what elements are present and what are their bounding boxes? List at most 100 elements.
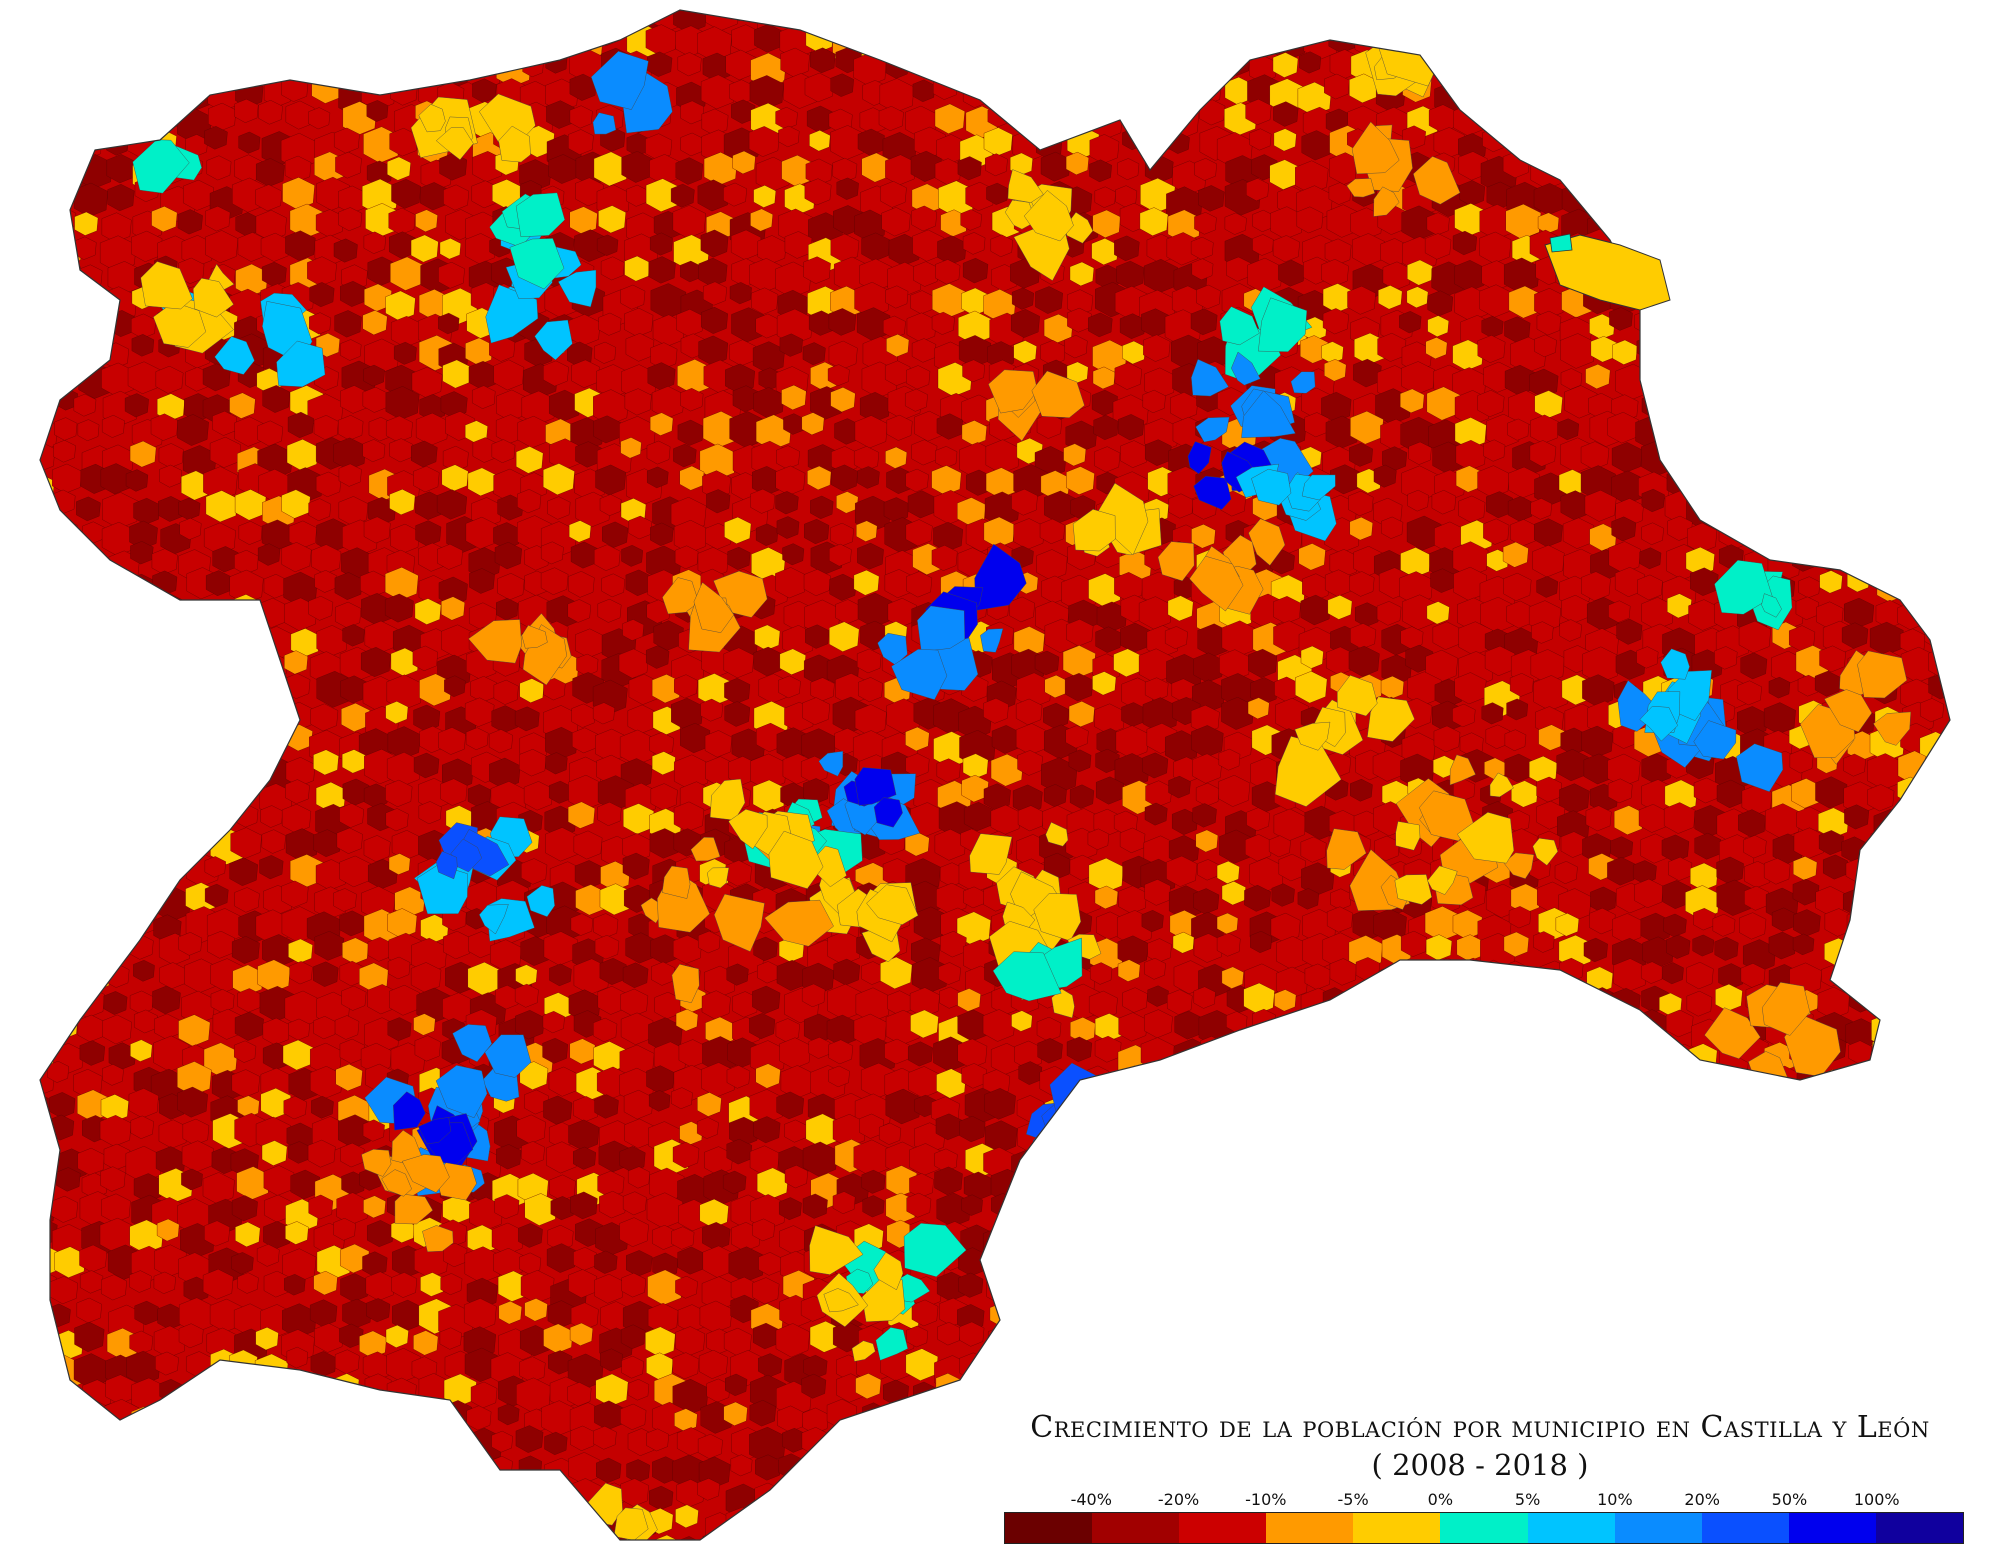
- municipality-cell: [569, 206, 598, 235]
- municipality-cell: [1529, 1275, 1558, 1304]
- municipality-cell: [1841, 10, 1872, 31]
- municipality-cell: [1407, 1042, 1436, 1071]
- municipality-cell: [775, 261, 812, 298]
- municipality-cell: [1925, 387, 1950, 421]
- municipality-cell: [1219, 1277, 1254, 1312]
- municipality-cell: [1582, 1119, 1617, 1154]
- municipality-cell: [1692, 1221, 1723, 1252]
- municipality-cell: [1790, 212, 1814, 236]
- municipality-cell: [1013, 28, 1046, 60]
- municipality-cell: [104, 52, 133, 81]
- municipality-cell: [1737, 313, 1768, 344]
- municipality-cell: [1822, 1197, 1848, 1224]
- municipality-cell: [700, 229, 729, 258]
- municipality-cell: [0, 941, 26, 971]
- municipality-cell: [1352, 1244, 1381, 1273]
- municipality-cell: [1746, 228, 1778, 261]
- municipality-cell: [1061, 26, 1088, 53]
- municipality-cell: [1842, 204, 1880, 242]
- municipality-cell: [1636, 1064, 1672, 1100]
- municipality-cell: [56, 753, 86, 783]
- municipality-cell: [1171, 82, 1202, 113]
- municipality-cell: [1641, 1321, 1673, 1352]
- municipality-cell: [465, 233, 497, 265]
- municipality-cell: [830, 387, 856, 413]
- municipality-cell: [0, 550, 25, 575]
- municipality-cell: [1485, 10, 1520, 32]
- municipality-cell: [1300, 1088, 1324, 1111]
- municipality-cell: [541, 1531, 577, 1540]
- municipality-cell: [1772, 1168, 1803, 1199]
- municipality-cell: [1087, 30, 1117, 60]
- municipality-cell: [1400, 1377, 1434, 1411]
- municipality-cell: [647, 51, 673, 77]
- municipality-cell: [1222, 1166, 1258, 1202]
- municipality-cell: [1848, 133, 1871, 156]
- municipality-cell: [1616, 181, 1640, 205]
- municipality-cell: [205, 206, 231, 232]
- municipality-cell: [1972, 158, 2000, 194]
- municipality-cell: [1716, 388, 1753, 425]
- municipality-cell: [779, 333, 803, 357]
- municipality-cell: [1433, 10, 1470, 34]
- municipality-cell: [1769, 1119, 1804, 1154]
- municipality-cell: [307, 1506, 338, 1537]
- municipality-cell: [40, 621, 60, 656]
- municipality-cell: [1924, 1018, 1950, 1043]
- municipality-cell: [1642, 52, 1670, 81]
- municipality-cell: [1555, 1148, 1579, 1172]
- municipality-cell: [1926, 833, 1950, 865]
- municipality-cell: [1954, 281, 1976, 303]
- municipality-cell: [160, 624, 185, 649]
- municipality-cell: [1191, 1220, 1222, 1251]
- municipality-cell: [1894, 1200, 1929, 1235]
- municipality-cell: [1451, 1355, 1484, 1388]
- municipality-cell: [1901, 855, 1935, 889]
- municipality-cell: [40, 1483, 56, 1517]
- municipality-cell: [1845, 1301, 1873, 1328]
- municipality-cell: [1850, 30, 1872, 52]
- municipality-cell: [1921, 309, 1950, 342]
- municipality-cell: [1824, 156, 1856, 188]
- municipality-cell: [1849, 391, 1879, 421]
- municipality-cell: [1663, 437, 1701, 475]
- municipality-cell: [1976, 730, 2000, 763]
- municipality-cell: [1451, 1044, 1475, 1068]
- municipality-cell: [1424, 233, 1452, 260]
- municipality-cell: [913, 261, 939, 287]
- municipality-cell: [1815, 100, 1840, 124]
- municipality-cell: [1222, 1321, 1246, 1345]
- municipality-cell: [363, 364, 385, 387]
- municipality-cell: [570, 10, 603, 35]
- municipality-cell: [1876, 938, 1899, 961]
- municipality-cell: [1270, 1198, 1292, 1220]
- municipality-cell: [1114, 362, 1142, 390]
- municipality-cell: [1274, 1012, 1312, 1050]
- municipality-cell: [958, 30, 987, 58]
- municipality-cell: [1224, 1040, 1260, 1075]
- municipality-cell: [905, 22, 940, 57]
- municipality-cell: [1685, 259, 1711, 286]
- municipality-cell: [1949, 963, 1950, 985]
- municipality-cell: [1139, 30, 1163, 54]
- municipality-cell: [1199, 1120, 1223, 1145]
- legend-label: -10%: [1245, 1490, 1287, 1509]
- municipality-cell: [99, 621, 133, 655]
- municipality-cell: [186, 749, 218, 781]
- municipality-cell: [1841, 1323, 1865, 1348]
- legend-swatch: [1614, 1513, 1702, 1543]
- municipality-cell: [698, 257, 728, 287]
- municipality-cell: [1434, 1322, 1468, 1356]
- municipality-cell: [1921, 56, 1946, 80]
- municipality-cell: [107, 184, 135, 212]
- municipality-cell: [1563, 1191, 1600, 1229]
- municipality-cell: [1329, 1303, 1354, 1328]
- municipality-cell: [645, 133, 673, 161]
- municipality-cell: [1270, 1042, 1295, 1066]
- municipality-cell: [1971, 1435, 1993, 1457]
- municipality-cell: [1401, 341, 1433, 372]
- municipality-cell: [1017, 51, 1040, 74]
- municipality-cell: [1536, 1226, 1567, 1257]
- legend-swatch: [1005, 1513, 1093, 1543]
- municipality-cell: [912, 79, 936, 102]
